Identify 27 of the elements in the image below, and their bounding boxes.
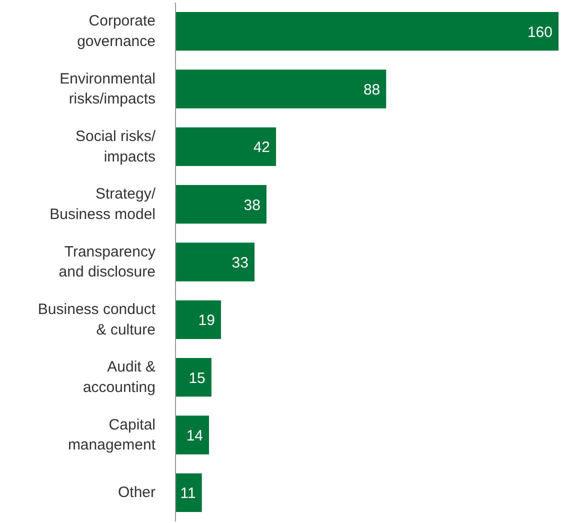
data-label: 15 — [188, 370, 206, 387]
bar — [176, 12, 558, 51]
y-tick-label: Environmental risks/impacts — [60, 70, 156, 108]
y-tick-label: Strategy/ Business model — [50, 186, 156, 224]
y-tick-label: Transparency and disclosure — [58, 243, 156, 281]
bar — [176, 473, 202, 512]
data-label: 14 — [186, 428, 204, 444]
data-label: 11 — [180, 485, 196, 502]
data-label: 19 — [198, 312, 215, 330]
data-label: 42 — [253, 139, 270, 156]
bar — [176, 416, 210, 454]
bar — [176, 70, 386, 108]
bar — [176, 242, 254, 282]
y-tick-label: Capital management — [68, 416, 156, 454]
data-label: 33 — [232, 254, 248, 272]
bar — [176, 300, 221, 339]
y-tick-label: Other — [118, 484, 156, 502]
y-tick-label: Business conduct & culture — [38, 300, 156, 338]
data-label: 160 — [527, 24, 553, 41]
y-tick-label: Social risks/ impacts — [75, 128, 156, 166]
y-tick-label: Audit & accounting — [82, 358, 156, 396]
data-label: 88 — [363, 82, 380, 98]
data-label: 38 — [244, 196, 260, 214]
bar — [176, 358, 212, 397]
bar — [176, 185, 266, 224]
y-tick-label: Corporate governance — [77, 12, 156, 50]
bar — [176, 127, 276, 166]
